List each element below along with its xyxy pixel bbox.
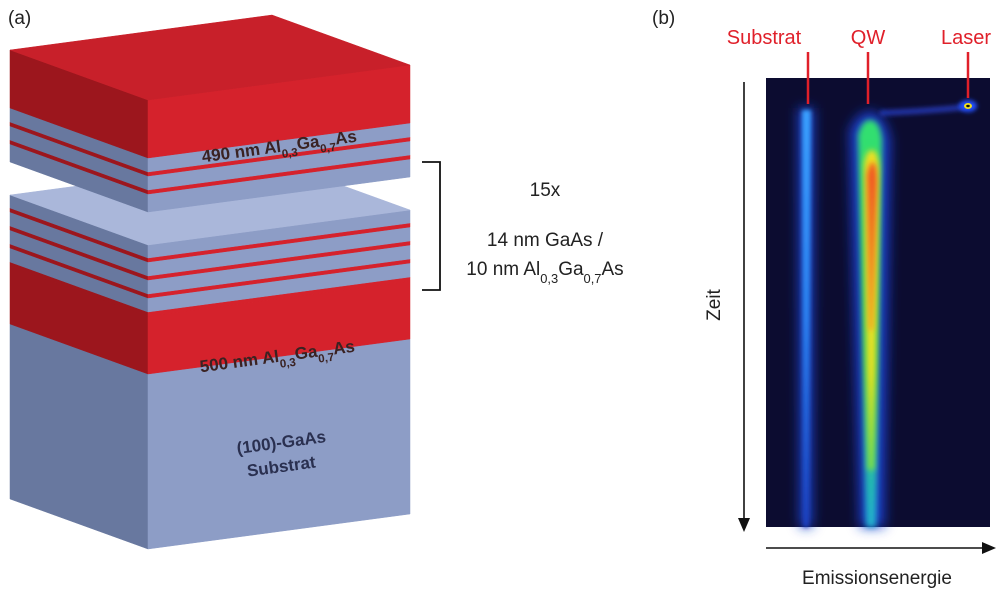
bracket xyxy=(422,162,440,290)
marker-label: Substrat xyxy=(727,27,802,49)
subscript: 0,7 xyxy=(584,271,602,286)
panel-label: (b) xyxy=(652,8,675,29)
axis-label: Emissionsenergie xyxy=(802,568,952,589)
arrow-head xyxy=(738,518,750,532)
axis-label: Zeit xyxy=(704,288,725,320)
figure: (a) (b) 490 nm Al0,3Ga0,7As500 nm Al0,3G… xyxy=(0,0,1000,592)
subscript: 0,3 xyxy=(279,357,297,371)
text-part: Ga xyxy=(558,259,584,280)
page: {"panel_a": {"label": "(a)", "top_layer"… xyxy=(0,0,1000,592)
text-part: As xyxy=(332,337,356,359)
text-part: As xyxy=(334,127,358,149)
text-part: Ga xyxy=(295,132,321,154)
text-part: 10 nm Al xyxy=(466,259,540,280)
annotation: 15x xyxy=(530,180,561,201)
panel-label: (a) xyxy=(8,8,31,29)
streak-image xyxy=(766,78,990,527)
arrow-head xyxy=(982,542,996,554)
subscript: 0,7 xyxy=(318,352,336,366)
annotation: 10 nm Al0,3Ga0,7As xyxy=(466,259,623,286)
subscript: 0,3 xyxy=(540,271,558,286)
marker-label: Laser xyxy=(941,27,991,49)
subscript: 0,3 xyxy=(281,147,299,161)
text-part: Ga xyxy=(293,342,319,364)
subscript: 0,7 xyxy=(320,142,338,156)
marker-label: QW xyxy=(851,27,886,49)
upper-piece xyxy=(10,15,410,212)
text-part: As xyxy=(602,259,624,280)
annotation: 14 nm GaAs / xyxy=(487,230,604,251)
